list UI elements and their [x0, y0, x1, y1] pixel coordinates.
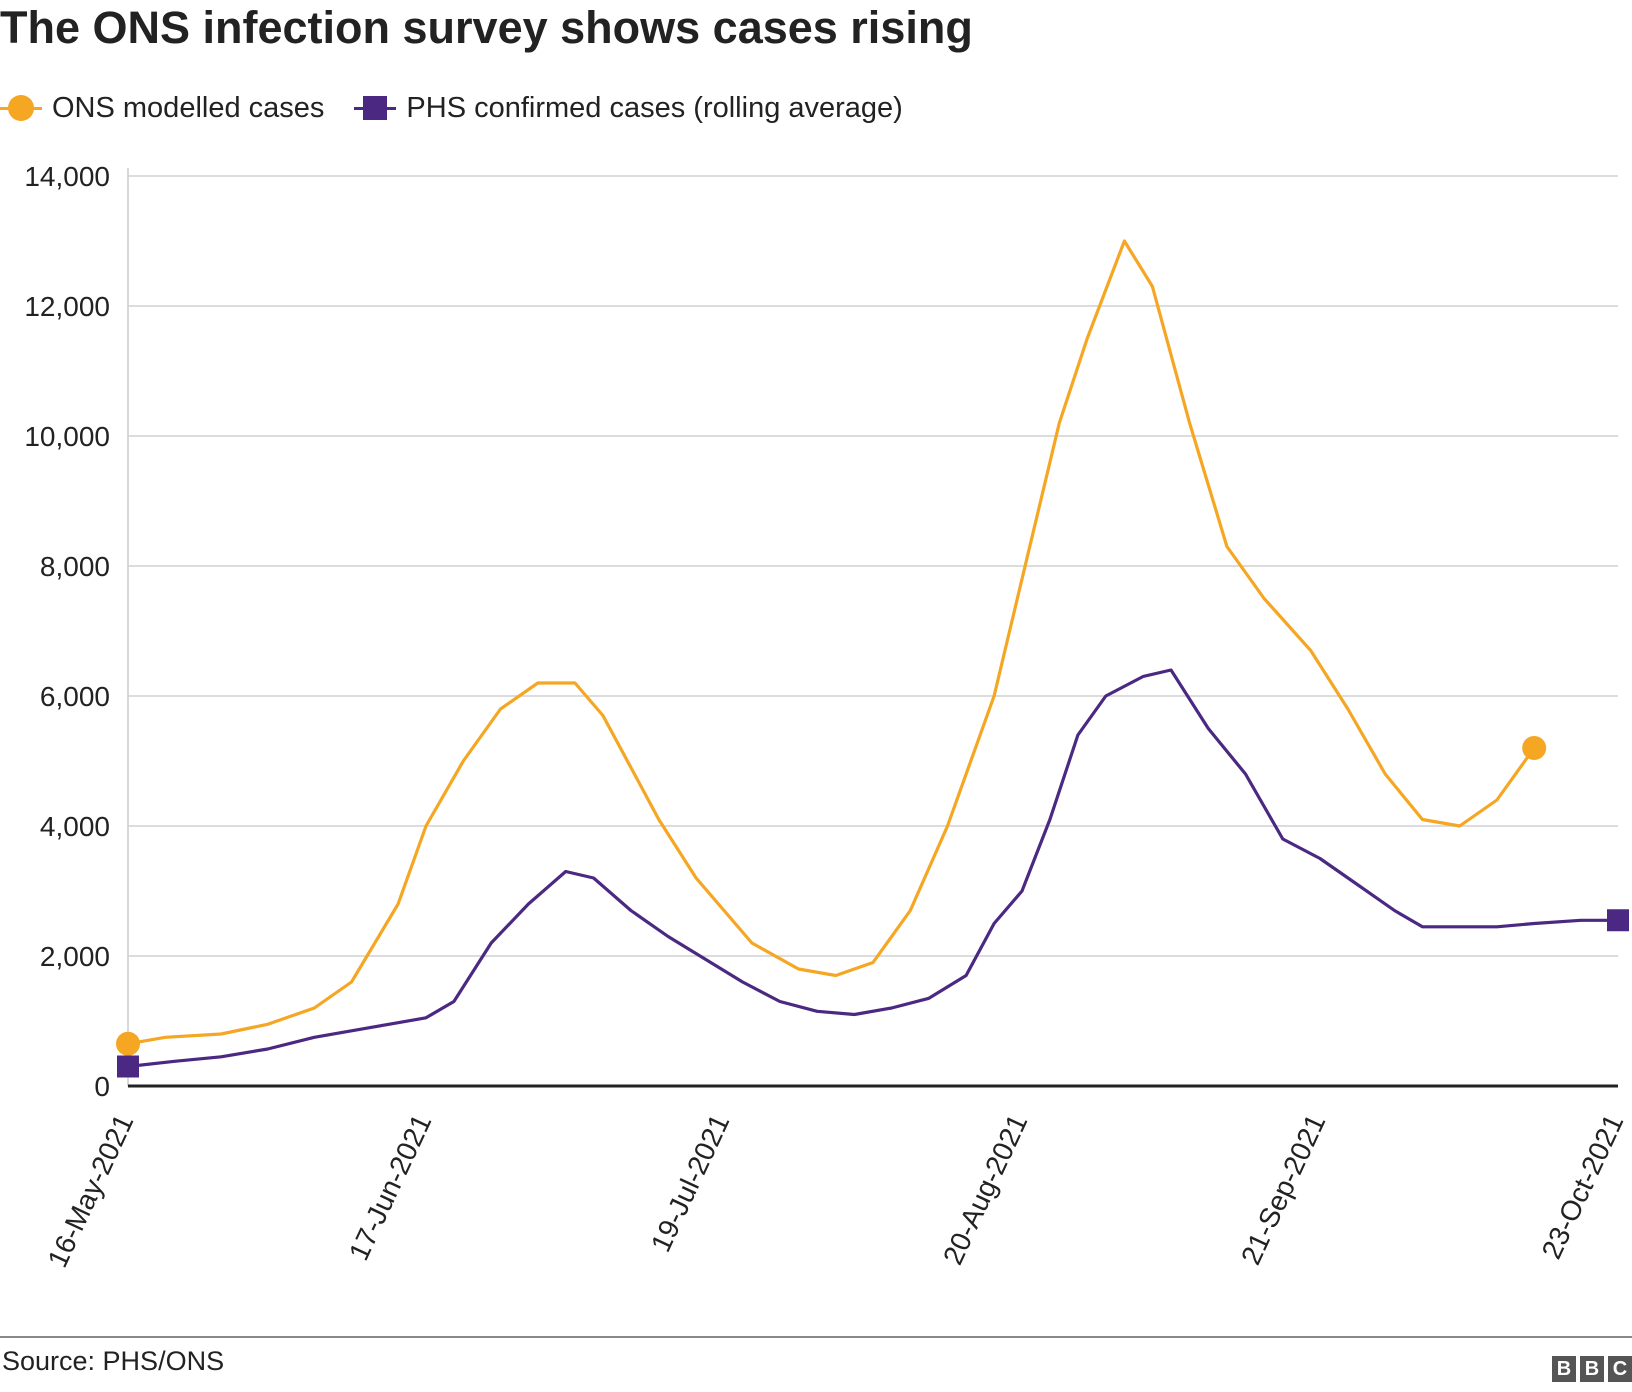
y-tick-label: 2,000	[40, 941, 110, 972]
y-tick-label: 10,000	[24, 421, 110, 452]
series-marker-ons-end	[1522, 736, 1547, 760]
series-marker-phs-end	[1607, 909, 1629, 932]
series-line-ons	[126, 239, 1536, 1046]
x-tick-label: 20-Aug-2021	[937, 1109, 1034, 1269]
chart-legend: ONS modelled cases PHS confirmed cases (…	[0, 88, 933, 128]
bbc-logo-letter: C	[1608, 1356, 1632, 1382]
series-marker-ons-start	[116, 1031, 140, 1056]
x-tick-label: 19-Jul-2021	[645, 1109, 736, 1256]
x-tick-label: 21-Sep-2021	[1235, 1109, 1332, 1269]
series-line-phs	[126, 668, 1620, 1069]
footer-divider	[0, 1336, 1632, 1338]
legend-swatch-ons	[0, 93, 42, 123]
y-tick-label: 14,000	[24, 161, 110, 192]
bbc-logo-letter: B	[1552, 1356, 1576, 1382]
series-marker-phs-start	[117, 1055, 139, 1078]
y-tick-label: 12,000	[24, 291, 110, 322]
y-tick-label: 8,000	[40, 551, 110, 582]
line-chart: 0 2,000 4,000 6,000 8,000 10,000 12,000 14,000 1…	[24, 161, 1630, 1272]
x-tick-label: 16-May-2021	[42, 1109, 140, 1272]
legend-item-ons: ONS modelled cases	[0, 92, 324, 125]
legend-item-phs: PHS confirmed cases (rolling average)	[354, 91, 903, 125]
y-tick-label: 6,000	[40, 681, 110, 712]
bbc-logo-letter: B	[1580, 1356, 1604, 1382]
legend-label-ons: ONS modelled cases	[52, 91, 325, 124]
y-tick-label: 0	[94, 1071, 110, 1102]
bbc-logo: B B C	[1552, 1356, 1632, 1382]
chart-title: The ONS infection survey shows cases ris…	[0, 2, 973, 53]
x-tick-label: 17-Jun-2021	[343, 1109, 438, 1265]
legend-label-phs: PHS confirmed cases (rolling average)	[406, 91, 903, 124]
y-tick-label: 4,000	[40, 811, 110, 842]
source-note: Source: PHS/ONS	[2, 1346, 225, 1376]
x-tick-label: 23-Oct-2021	[1536, 1109, 1630, 1263]
legend-swatch-phs	[354, 93, 397, 123]
